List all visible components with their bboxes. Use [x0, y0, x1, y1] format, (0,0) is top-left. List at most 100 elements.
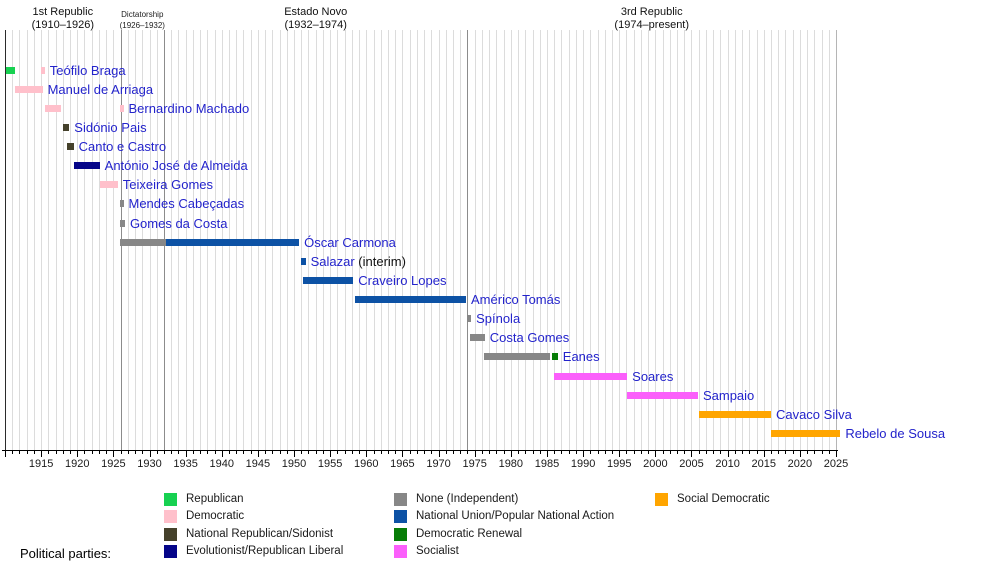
minor-tick [33, 451, 35, 454]
minor-tick [640, 451, 642, 454]
president-name: Sampaio [703, 388, 754, 403]
minor-tick [192, 451, 194, 454]
minor-tick [489, 451, 491, 454]
minor-tick [713, 451, 715, 454]
year-gridline [539, 30, 541, 450]
term-bar-national_union [301, 257, 306, 265]
minor-tick [380, 451, 382, 454]
minor-tick [662, 451, 664, 454]
year-gridline [648, 30, 650, 450]
axis-tick-label: 1920 [65, 458, 90, 470]
president-name-text: Américo Tomás [471, 292, 561, 308]
major-tick [294, 451, 296, 457]
term-bar-social_democratic [770, 429, 841, 437]
year-gridline [33, 30, 35, 450]
minor-tick [265, 451, 267, 454]
axis-tick-label: 2000 [643, 458, 668, 470]
year-gridline [518, 30, 520, 450]
year-gridline [337, 30, 339, 450]
year-gridline [546, 30, 548, 450]
minor-tick [19, 451, 21, 454]
year-gridline [380, 30, 382, 450]
president-name-text: António José de Almeida [104, 158, 248, 174]
major-tick [546, 451, 548, 457]
major-tick [77, 451, 79, 457]
year-gridline [344, 30, 346, 450]
minor-tick [301, 451, 303, 454]
axis-tick-label: 1915 [28, 458, 54, 470]
minor-tick [770, 451, 772, 454]
year-gridline [315, 30, 317, 450]
minor-tick [26, 451, 28, 454]
year-gridline [597, 30, 599, 450]
minor-tick [648, 451, 650, 454]
minor-tick [91, 451, 93, 454]
president-name-text: Canto e Castro [78, 139, 167, 155]
period-range: (1926–1932) [119, 20, 165, 30]
axis-tick-label: 1995 [606, 458, 632, 470]
year-gridline [727, 30, 729, 450]
president-name: Rebelo de Sousa [845, 426, 945, 441]
major-tick [330, 451, 332, 457]
year-gridline [460, 30, 462, 450]
president-name-text: Teófilo Braga [49, 62, 126, 78]
axis-tick-label: 1945 [245, 458, 271, 470]
term-bar-republican [6, 66, 16, 74]
president-name: Óscar Carmona [304, 235, 396, 250]
year-gridline [445, 30, 447, 450]
minor-tick [705, 451, 707, 454]
minor-tick [496, 451, 498, 454]
legend-label-democratic: Democratic [186, 510, 245, 523]
minor-tick [55, 451, 57, 454]
major-tick [799, 451, 801, 457]
year-gridline [19, 30, 21, 450]
minor-tick [351, 451, 353, 454]
president-name: Manuel de Arriaga [48, 82, 154, 97]
major-tick [691, 451, 693, 457]
minor-tick [503, 451, 505, 454]
minor-tick [286, 451, 288, 454]
minor-tick [633, 451, 635, 454]
minor-tick [431, 451, 433, 454]
minor-tick [467, 451, 469, 454]
legend-swatch-national_union [394, 510, 407, 524]
year-gridline [792, 30, 794, 450]
minor-tick [597, 451, 599, 454]
major-tick [257, 451, 259, 457]
axis-tick-label: 1925 [101, 458, 126, 470]
major-tick [221, 451, 223, 457]
year-gridline [503, 30, 505, 450]
minor-tick [539, 451, 541, 454]
axis-tick-label: 1970 [426, 458, 451, 470]
minor-tick [575, 451, 577, 454]
year-gridline [55, 30, 57, 450]
legend-swatch-socialist [394, 544, 407, 558]
president-name-text: Cavaco Silva [775, 406, 852, 422]
president-name-text: Sidónio Pais [74, 119, 147, 135]
year-gridline [770, 30, 772, 450]
axis-tick-label: 2025 [823, 458, 849, 470]
minor-tick [561, 451, 563, 454]
president-name: Canto e Castro [79, 139, 166, 154]
term-bar-democratic [15, 85, 43, 93]
minor-tick [416, 451, 418, 454]
legend-swatch-republican [164, 493, 177, 506]
term-bar-national_republican [67, 143, 74, 151]
major-tick [619, 451, 621, 457]
minor-tick [698, 451, 700, 454]
minor-tick [756, 451, 758, 454]
minor-tick [315, 451, 317, 454]
axis-tick-label: 2005 [679, 458, 704, 470]
president-name: Teixeira Gomes [123, 177, 213, 192]
president-name: Teófilo Braga [50, 63, 126, 78]
x-axis-line [2, 450, 838, 451]
major-tick [655, 451, 657, 457]
president-name: Cavaco Silva [776, 407, 852, 422]
year-gridline [12, 30, 14, 450]
axis-tick-label: 2015 [751, 458, 776, 470]
period-header-estado-novo: Estado Novo (1932–1974) [226, 6, 406, 31]
president-name-text: Salazar [310, 253, 355, 269]
legend-swatch-social_democratic [655, 493, 668, 506]
year-gridline [669, 30, 671, 450]
